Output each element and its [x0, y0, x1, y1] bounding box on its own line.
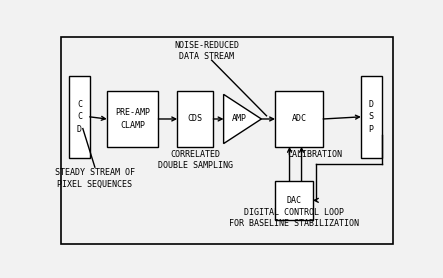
- Text: CALIBRATION: CALIBRATION: [288, 150, 342, 159]
- Bar: [275, 181, 313, 220]
- Bar: [107, 91, 159, 147]
- Text: ADC: ADC: [291, 115, 307, 123]
- Text: STEADY STREAM OF
PIXEL SEQUENCES: STEADY STREAM OF PIXEL SEQUENCES: [55, 168, 135, 189]
- Text: NOISE-REDUCED
DATA STREAM: NOISE-REDUCED DATA STREAM: [174, 41, 239, 61]
- Polygon shape: [224, 94, 261, 144]
- Bar: [69, 76, 89, 158]
- Bar: [275, 91, 323, 147]
- Bar: [361, 76, 381, 158]
- Text: D
S
P: D S P: [369, 100, 374, 134]
- Text: PRE-AMP
CLAMP: PRE-AMP CLAMP: [115, 108, 150, 130]
- Text: DIGITAL CONTROL LOOP
FOR BASELINE STABILIZATION: DIGITAL CONTROL LOOP FOR BASELINE STABIL…: [229, 208, 359, 228]
- Text: DAC: DAC: [287, 196, 302, 205]
- Text: CORRELATED
DOUBLE SAMPLING: CORRELATED DOUBLE SAMPLING: [158, 150, 233, 170]
- Text: AMP: AMP: [232, 115, 247, 123]
- Text: C
C
D: C C D: [77, 100, 82, 134]
- Bar: [177, 91, 213, 147]
- Text: CDS: CDS: [188, 115, 203, 123]
